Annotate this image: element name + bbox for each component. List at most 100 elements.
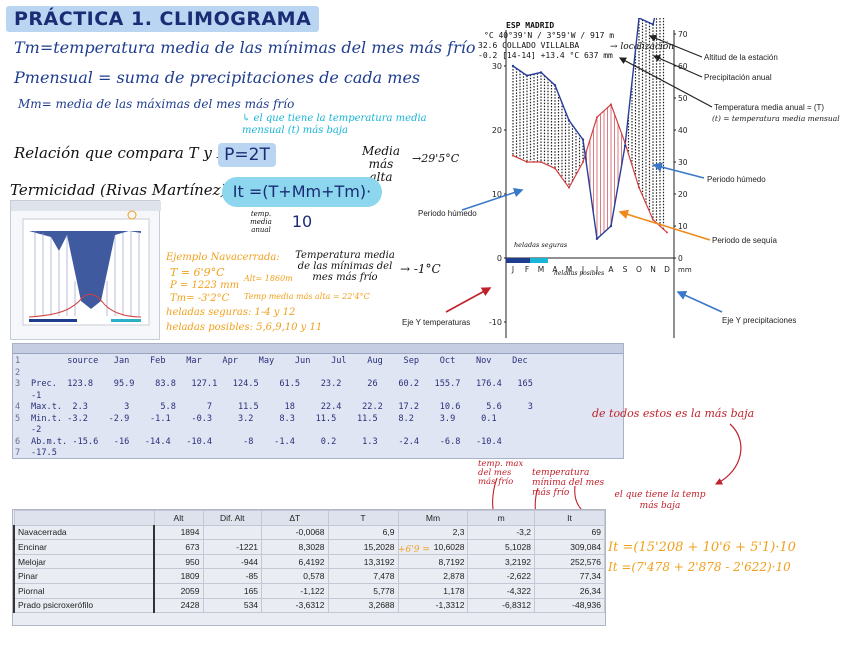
month-tick: J: [595, 265, 598, 274]
table-cell: 3,2688: [327, 597, 399, 614]
y-left-tick: 20: [492, 126, 502, 135]
climo-localizacion: → localización: [610, 41, 674, 52]
table-cell: 2,878: [397, 568, 469, 584]
data-table-line: 6 Ab.m.t. -15.6 -16 -14.4 -10.4 -8 -1.4 0…: [13, 437, 623, 449]
p2t-box: P=2T: [218, 143, 276, 167]
def-pmensual: Pmensual = suma de precipitaciones de ca…: [14, 68, 421, 87]
line-text: -17.5: [31, 448, 57, 458]
y-right-tick: 50: [678, 94, 688, 103]
data-table-toolbar: [13, 344, 623, 354]
climo-heladas-posibles: heladas posibles: [554, 270, 604, 277]
line-number: 4: [15, 402, 21, 412]
table-cell: Encinar: [13, 539, 155, 555]
page-title: PRÁCTICA 1. CLIMOGRAMA: [6, 6, 320, 32]
column-header: It: [533, 510, 606, 526]
data-table-line: 3 Prec. 123.8 95.9 83.8 127.1 124.5 61.5 …: [13, 379, 623, 391]
table-cell: 8,7192: [397, 553, 469, 570]
callout-eje-y-temp: Eje Y temperaturas: [402, 318, 471, 327]
climo-header-2: °C 40°39'N / 3°59'W / 917 m: [484, 31, 614, 40]
line-text: -2: [31, 425, 42, 435]
def-mm: Mm= media de las máximas del mes más frí…: [18, 97, 295, 111]
precipitation-point: [525, 74, 529, 77]
table-cell: 309,084: [533, 539, 606, 555]
nav-heladas-posibles: heladas posibles: 5,6,9,10 y 11: [166, 322, 323, 333]
table-cell: 1,178: [397, 582, 469, 599]
temperature-point: [638, 186, 640, 189]
temperature-point: [540, 161, 542, 163]
table-cell: 252,576: [533, 553, 606, 570]
table-cell: -1,3312: [397, 597, 469, 614]
precipitation-point: [637, 18, 641, 20]
y-right-tick: 20: [678, 190, 688, 199]
month-tick: A: [608, 265, 614, 274]
climo-heladas-seguras: heladas seguras: [514, 241, 568, 249]
column-header: m: [467, 510, 535, 526]
column-header: ΔT: [261, 510, 329, 526]
callout-eje-y-precip: Eje Y precipitaciones: [722, 316, 797, 325]
temperature-point: [582, 161, 584, 163]
y-left-tick: -10: [489, 318, 502, 327]
table-cell: 950: [153, 553, 204, 570]
line-text: -1: [31, 390, 42, 401]
relacion-label: Relación que compara T y P:: [14, 144, 232, 162]
climogram-chart: ESP MADRID °C 40°39'N / 3°59'W / 917 m 3…: [478, 18, 692, 338]
precipitation-point: [553, 84, 557, 87]
callout-precip-anual: Precipitación anual: [704, 73, 772, 82]
temperature-point: [666, 231, 668, 234]
table-cell: -1,122: [261, 582, 329, 599]
temperature-point: [526, 161, 528, 163]
temperature-point: [596, 116, 598, 119]
data-table-line: 2: [13, 368, 623, 380]
data-table-line: 5 Min.t. -3.2 -2.9 -1.1 -0.3 3.2 8.3 11.5…: [13, 414, 623, 426]
data-table-line: -1: [13, 391, 623, 403]
precipitation-point: [595, 237, 599, 240]
temperature-point: [554, 167, 556, 170]
table-cell: 6,4192: [261, 553, 329, 570]
y-right-tick: 30: [678, 158, 688, 167]
line-text: Prec. 123.8 95.9 83.8 127.1 124.5 61.5 2…: [31, 379, 533, 389]
callout-periodo-humedo-right: Periodo húmedo: [707, 175, 766, 184]
table-cell: -6,8312: [467, 597, 535, 614]
table-cell: -1221: [202, 539, 263, 555]
table-cell: 1809: [153, 568, 204, 584]
table-cell: [202, 524, 263, 541]
temperature-point: [568, 186, 570, 189]
month-tick: O: [636, 265, 642, 274]
data-table-annotation: de todos estos es la más baja: [592, 407, 755, 420]
monthly-data-table: 1 source Jan Feb Mar Apr May Jun Jul Aug…: [12, 343, 624, 459]
def-tm: Tm=temperatura media de las mínimas del …: [14, 38, 476, 57]
table-cell: 534: [202, 597, 263, 614]
y-right-tick: 10: [678, 222, 688, 231]
precipitation-line: [512, 18, 656, 241]
nav-heading: Ejemplo Navacerrada:: [166, 252, 280, 263]
month-tick: D: [664, 265, 670, 274]
temperature-line: [512, 103, 668, 233]
month-tick: J: [581, 265, 584, 274]
ss-temp-baja-note: el que tiene la temp más baja: [614, 490, 706, 511]
precipitation-point: [567, 119, 571, 122]
table-cell: Pinar: [13, 568, 155, 584]
line-text: source Jan Feb Mar Apr May Jun Jul Aug S…: [31, 356, 528, 366]
table-cell: Piornal: [13, 582, 155, 599]
table-cell: 26,34: [533, 582, 606, 599]
line-number: 3: [15, 379, 21, 389]
month-tick: M: [538, 265, 544, 274]
table-cell: -4,322: [467, 582, 535, 599]
nav-tmedia-alta: Temp media más alta = 22'4°C: [244, 292, 370, 301]
data-table-line: 4 Max.t. 2.3 3 5.8 7 11.5 18 22.4 22.2 17…: [13, 402, 623, 414]
table-row: Pinar 1809 -85 0,578 7,478 2,878 -2,622 77,34: [13, 568, 606, 584]
ss-plus-note: +6'9 =: [398, 545, 430, 555]
precipitation-point: [581, 138, 585, 141]
table-cell: 15,2028: [327, 539, 399, 555]
precipitation-point: [609, 224, 613, 228]
table-cell: -0,0068: [261, 524, 329, 541]
table-cell: -944: [202, 553, 263, 570]
y-left-tick: 30: [492, 62, 502, 71]
nav-temp-label: Temperatura media de las mínimas del mes…: [295, 250, 395, 283]
it-formula-box: It =(T+Mm+Tm)· 10: [222, 177, 382, 231]
y-left-tick: 0: [497, 254, 502, 263]
def-tm-note: ↳ el que tiene la temperatura media mens…: [242, 113, 427, 136]
altitude-spreadsheet: Alt Dif. Alt ΔT T Mm m It Navacerrada 1894 -0,006…: [12, 509, 606, 626]
column-header: Alt: [153, 510, 204, 526]
data-table-line: 7 -17.5: [13, 448, 623, 458]
